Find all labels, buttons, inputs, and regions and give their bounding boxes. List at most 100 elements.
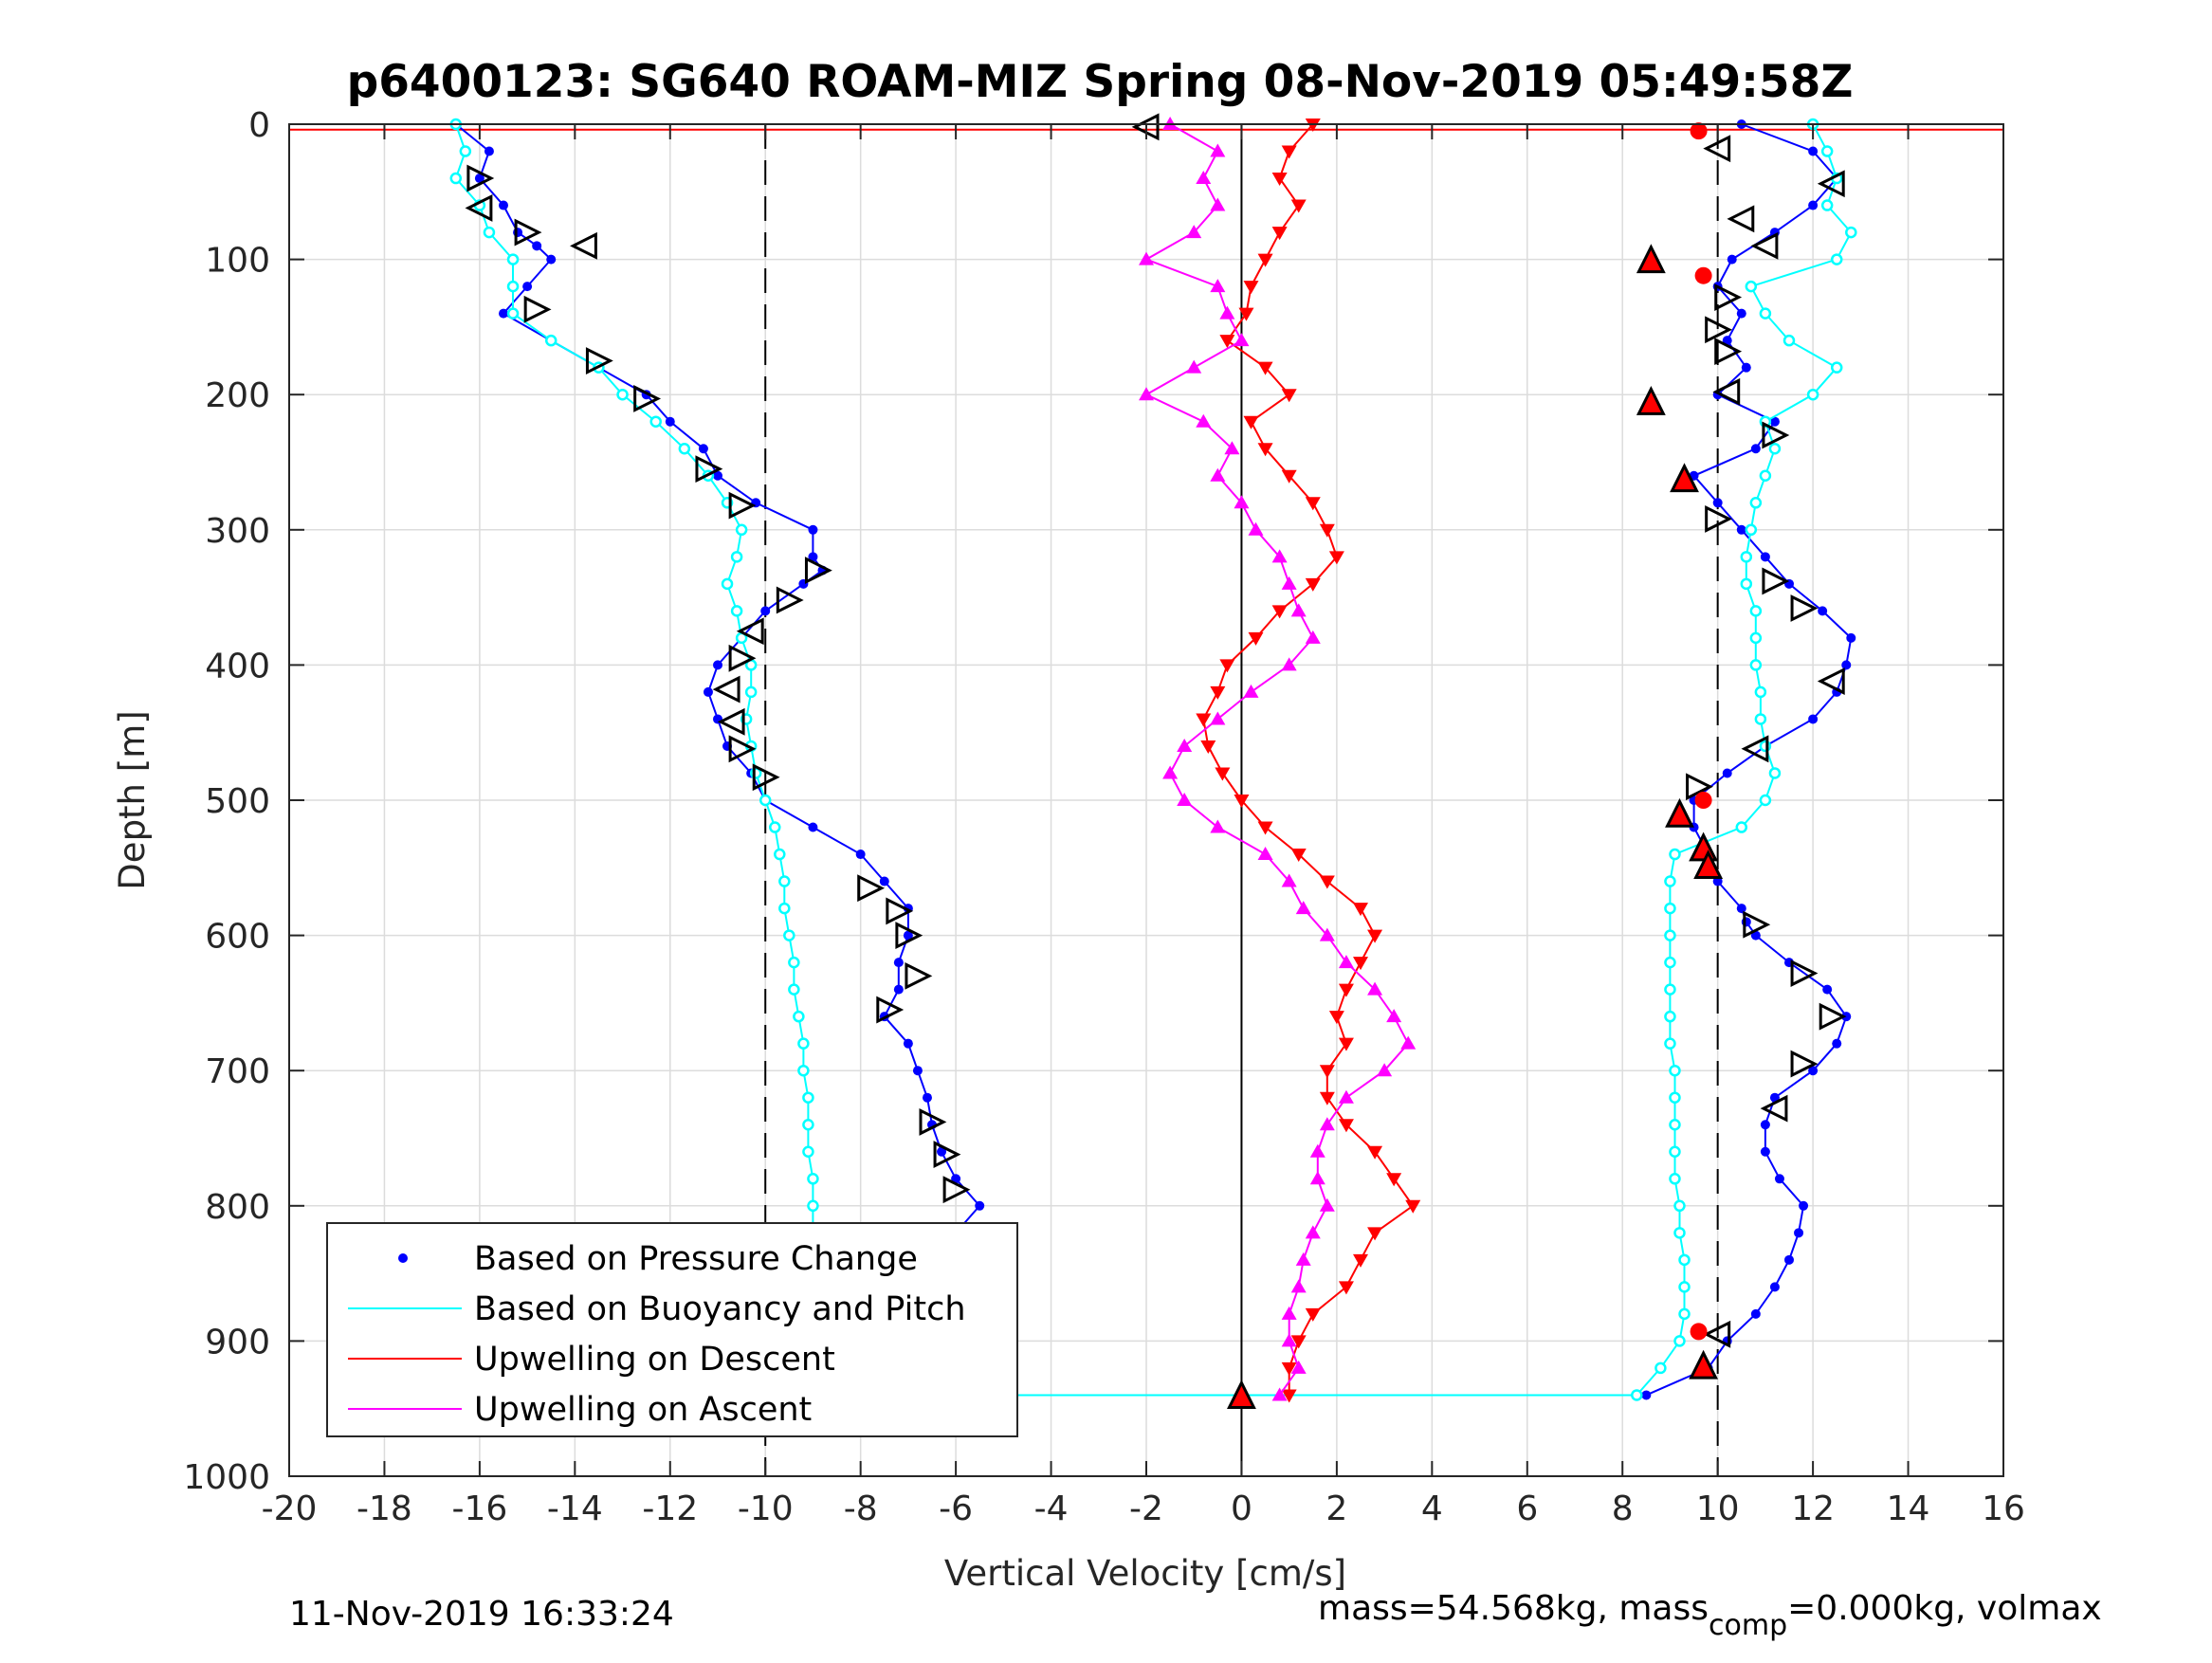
descent-upwelling-point xyxy=(1248,631,1264,646)
filled-triangle-marker xyxy=(1665,797,1694,828)
legend-item: Based on Pressure Change xyxy=(398,1240,918,1278)
ascent-upwelling-point xyxy=(1305,1225,1321,1239)
pressure-change-point xyxy=(703,686,713,697)
open-triangle-marker xyxy=(1750,231,1779,260)
legend-item: Upwelling on Ascent xyxy=(348,1391,812,1429)
ascent-upwelling-point xyxy=(1234,495,1250,509)
ascent-upwelling-point xyxy=(1400,1035,1417,1050)
buoyancy-pitch-point xyxy=(1749,659,1763,671)
buoyancy-pitch-point xyxy=(1735,821,1748,833)
pressure-change-point xyxy=(879,876,889,886)
buoyancy-pitch-point xyxy=(788,956,800,969)
x-tick-label: -18 xyxy=(356,1489,412,1528)
open-triangle-marker xyxy=(466,164,495,192)
ascent-upwelling-point xyxy=(1186,225,1202,239)
buoyancy-pitch-point xyxy=(1759,469,1772,483)
descent-upwelling-point xyxy=(1271,173,1288,187)
pressure-change-point xyxy=(1741,362,1751,373)
ascent-upwelling-point xyxy=(1271,549,1288,563)
open-triangle-marker xyxy=(776,586,804,614)
pressure-change-point xyxy=(1641,1390,1652,1400)
pressure-change-point xyxy=(1722,768,1732,778)
descent-upwelling-point xyxy=(1338,1281,1354,1295)
descent-upwelling-point xyxy=(1271,227,1288,241)
x-tick-label: 2 xyxy=(1325,1489,1347,1528)
pressure-change-point xyxy=(1727,254,1737,265)
ascent-upwelling-point xyxy=(1186,359,1202,374)
buoyancy-pitch-point xyxy=(769,821,781,833)
open-triangle-marker xyxy=(1705,504,1733,533)
buoyancy-pitch-point xyxy=(1745,280,1758,293)
pressure-change-point xyxy=(484,146,494,156)
open-triangle-marker xyxy=(712,675,740,704)
pressure-change-point xyxy=(855,850,866,860)
open-triangle-marker xyxy=(695,455,723,484)
buoyancy-pitch-point xyxy=(1669,1118,1681,1131)
open-triangle-marker xyxy=(585,347,613,375)
buoyancy-pitch-point xyxy=(1740,577,1753,591)
open-triangle-marker xyxy=(804,557,832,585)
descent-upwelling-point xyxy=(1219,659,1235,673)
filled-triangle-marker xyxy=(1693,850,1724,879)
pressure-change-point xyxy=(922,1092,932,1103)
buoyancy-pitch-point xyxy=(788,983,800,996)
buoyancy-pitch-point xyxy=(744,685,758,699)
y-tick-label: 700 xyxy=(205,1052,270,1091)
buoyancy-pitch-point xyxy=(459,145,472,157)
open-triangle-marker xyxy=(570,231,597,260)
y-tick-label: 200 xyxy=(205,376,270,415)
buoyancy-pitch-point xyxy=(802,1118,814,1131)
legend-label: Based on Pressure Change xyxy=(474,1240,918,1278)
filled-triangle-marker xyxy=(1689,1349,1719,1380)
pressure-change-point xyxy=(975,1200,985,1211)
buoyancy-pitch-point xyxy=(1669,1145,1681,1159)
red-dot-marker xyxy=(1690,122,1708,140)
descent-upwelling-point xyxy=(1238,307,1254,321)
ascent-upwelling-point xyxy=(1377,1063,1393,1077)
open-triangle-marker xyxy=(633,385,662,412)
x-tick-label: -2 xyxy=(1129,1489,1163,1528)
ascent-upwelling-point xyxy=(1257,847,1273,861)
buoyancy-pitch-point xyxy=(1664,1037,1676,1050)
open-triangle-marker xyxy=(728,735,757,763)
buoyancy-pitch-point xyxy=(1664,983,1676,996)
ascent-upwelling-point xyxy=(1367,981,1383,996)
buoyancy-pitch-point xyxy=(483,226,496,239)
pressure-change-point xyxy=(937,1146,947,1157)
descent-upwelling-point xyxy=(1210,685,1226,700)
buoyancy-pitch-point xyxy=(649,415,662,428)
pressure-change-point xyxy=(1712,498,1723,508)
x-tick-label: 14 xyxy=(1887,1489,1930,1528)
buoyancy-pitch-point xyxy=(807,1173,819,1185)
buoyancy-pitch-point xyxy=(1782,334,1796,347)
ascent-upwelling-point xyxy=(1295,901,1311,915)
pressure-change-point xyxy=(513,228,523,238)
buoyancy-pitch-point xyxy=(506,307,520,320)
buoyancy-pitch-point xyxy=(1759,307,1772,320)
ascent-upwelling-point xyxy=(1290,1360,1307,1374)
open-triangle-marker xyxy=(1819,1002,1847,1031)
pressure-change-point xyxy=(1750,1308,1761,1319)
descent-upwelling-point xyxy=(1405,1199,1421,1214)
pressure-change-point xyxy=(1841,660,1852,670)
pressure-change-point xyxy=(713,660,722,670)
pressure-change-point xyxy=(532,241,542,251)
descent-upwelling-point xyxy=(1290,1335,1307,1349)
buoyancy-pitch-point xyxy=(1820,199,1834,211)
x-tick-label: -14 xyxy=(547,1489,603,1528)
legend-item: Based on Buoyancy and Pitch xyxy=(348,1290,966,1328)
y-tick-label: 1000 xyxy=(183,1458,270,1497)
descent-upwelling-point xyxy=(1271,605,1288,619)
ascent-upwelling-point xyxy=(1210,143,1226,157)
red-dot-marker xyxy=(1694,792,1712,809)
descent-upwelling-point xyxy=(1386,1173,1402,1187)
buoyancy-pitch-point xyxy=(1664,875,1676,887)
open-triangle-marker xyxy=(1741,735,1769,763)
descent-upwelling-point xyxy=(1281,1361,1297,1376)
buoyancy-pitch-point xyxy=(1669,1064,1681,1077)
filled-triangle-marker xyxy=(1670,463,1699,493)
descent-upwelling-point xyxy=(1200,740,1216,754)
buoyancy-pitch-point xyxy=(678,442,691,455)
ascent-upwelling-point xyxy=(1162,765,1179,779)
